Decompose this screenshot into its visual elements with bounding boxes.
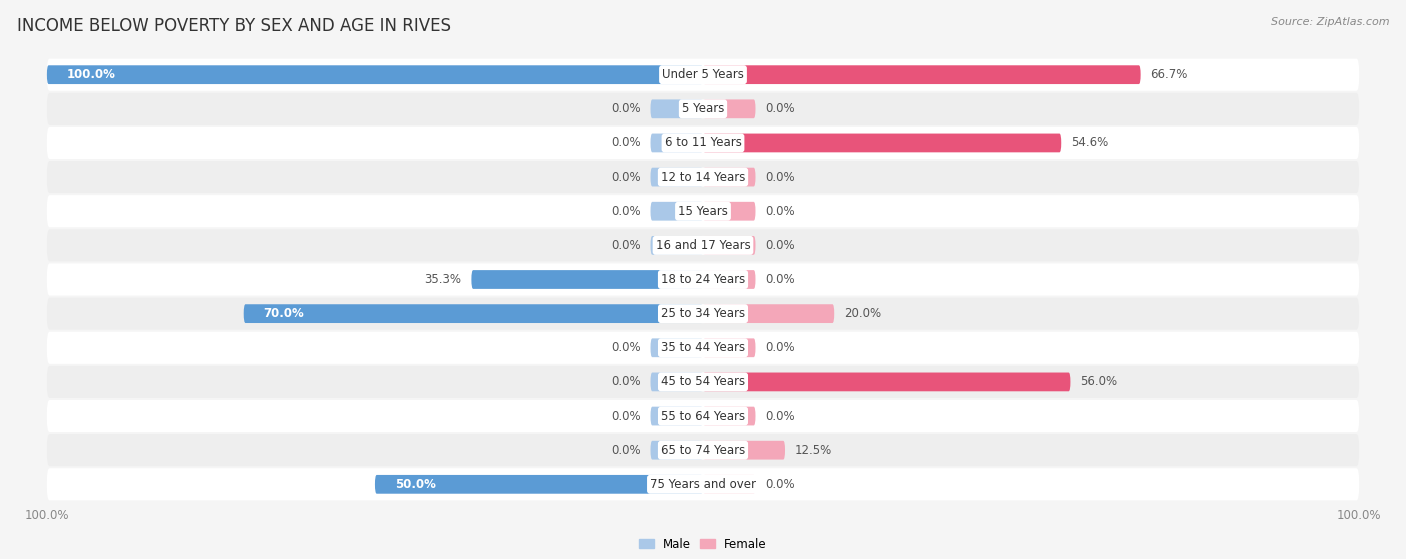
FancyBboxPatch shape — [46, 366, 1360, 398]
Text: 0.0%: 0.0% — [612, 136, 641, 149]
Text: 0.0%: 0.0% — [612, 205, 641, 217]
Text: 16 and 17 Years: 16 and 17 Years — [655, 239, 751, 252]
FancyBboxPatch shape — [375, 475, 703, 494]
Text: 0.0%: 0.0% — [612, 170, 641, 183]
Text: 0.0%: 0.0% — [765, 239, 794, 252]
FancyBboxPatch shape — [703, 475, 755, 494]
FancyBboxPatch shape — [651, 134, 703, 153]
FancyBboxPatch shape — [46, 468, 1360, 500]
FancyBboxPatch shape — [651, 338, 703, 357]
Text: 0.0%: 0.0% — [765, 102, 794, 115]
Text: 25 to 34 Years: 25 to 34 Years — [661, 307, 745, 320]
Text: 0.0%: 0.0% — [765, 478, 794, 491]
Text: 12.5%: 12.5% — [794, 444, 832, 457]
Text: 0.0%: 0.0% — [612, 410, 641, 423]
FancyBboxPatch shape — [46, 65, 703, 84]
FancyBboxPatch shape — [651, 168, 703, 187]
Text: INCOME BELOW POVERTY BY SEX AND AGE IN RIVES: INCOME BELOW POVERTY BY SEX AND AGE IN R… — [17, 17, 451, 35]
Text: 0.0%: 0.0% — [612, 342, 641, 354]
Text: 35 to 44 Years: 35 to 44 Years — [661, 342, 745, 354]
Text: 35.3%: 35.3% — [425, 273, 461, 286]
Text: 0.0%: 0.0% — [765, 170, 794, 183]
FancyBboxPatch shape — [651, 441, 703, 459]
Text: 0.0%: 0.0% — [612, 376, 641, 389]
Text: Under 5 Years: Under 5 Years — [662, 68, 744, 81]
Text: 0.0%: 0.0% — [765, 205, 794, 217]
Text: 70.0%: 70.0% — [263, 307, 304, 320]
FancyBboxPatch shape — [651, 202, 703, 221]
FancyBboxPatch shape — [651, 406, 703, 425]
FancyBboxPatch shape — [46, 297, 1360, 330]
Text: 0.0%: 0.0% — [765, 410, 794, 423]
Text: 100.0%: 100.0% — [66, 68, 115, 81]
Text: 75 Years and over: 75 Years and over — [650, 478, 756, 491]
Text: 54.6%: 54.6% — [1071, 136, 1108, 149]
FancyBboxPatch shape — [703, 202, 755, 221]
FancyBboxPatch shape — [46, 161, 1360, 193]
Text: 0.0%: 0.0% — [612, 444, 641, 457]
FancyBboxPatch shape — [703, 134, 1062, 153]
Text: 66.7%: 66.7% — [1150, 68, 1188, 81]
Text: 12 to 14 Years: 12 to 14 Years — [661, 170, 745, 183]
Text: 45 to 54 Years: 45 to 54 Years — [661, 376, 745, 389]
FancyBboxPatch shape — [703, 65, 1140, 84]
FancyBboxPatch shape — [46, 263, 1360, 296]
FancyBboxPatch shape — [243, 304, 703, 323]
FancyBboxPatch shape — [703, 304, 834, 323]
Text: 50.0%: 50.0% — [395, 478, 436, 491]
Text: 65 to 74 Years: 65 to 74 Years — [661, 444, 745, 457]
FancyBboxPatch shape — [703, 338, 755, 357]
FancyBboxPatch shape — [703, 406, 755, 425]
Text: 0.0%: 0.0% — [612, 239, 641, 252]
FancyBboxPatch shape — [703, 236, 755, 255]
FancyBboxPatch shape — [703, 441, 785, 459]
FancyBboxPatch shape — [46, 59, 1360, 91]
FancyBboxPatch shape — [471, 270, 703, 289]
FancyBboxPatch shape — [46, 195, 1360, 228]
FancyBboxPatch shape — [703, 100, 755, 118]
Text: 56.0%: 56.0% — [1080, 376, 1118, 389]
FancyBboxPatch shape — [651, 372, 703, 391]
FancyBboxPatch shape — [703, 270, 755, 289]
Text: 0.0%: 0.0% — [765, 342, 794, 354]
FancyBboxPatch shape — [703, 168, 755, 187]
Legend: Male, Female: Male, Female — [634, 533, 772, 555]
Text: 18 to 24 Years: 18 to 24 Years — [661, 273, 745, 286]
FancyBboxPatch shape — [651, 236, 703, 255]
Text: 55 to 64 Years: 55 to 64 Years — [661, 410, 745, 423]
FancyBboxPatch shape — [46, 127, 1360, 159]
FancyBboxPatch shape — [46, 434, 1360, 466]
FancyBboxPatch shape — [46, 400, 1360, 432]
FancyBboxPatch shape — [46, 229, 1360, 262]
FancyBboxPatch shape — [703, 372, 1070, 391]
Text: 5 Years: 5 Years — [682, 102, 724, 115]
Text: 20.0%: 20.0% — [844, 307, 882, 320]
Text: Source: ZipAtlas.com: Source: ZipAtlas.com — [1271, 17, 1389, 27]
FancyBboxPatch shape — [651, 100, 703, 118]
FancyBboxPatch shape — [46, 331, 1360, 364]
FancyBboxPatch shape — [46, 93, 1360, 125]
Text: 6 to 11 Years: 6 to 11 Years — [665, 136, 741, 149]
Text: 0.0%: 0.0% — [765, 273, 794, 286]
Text: 0.0%: 0.0% — [612, 102, 641, 115]
Text: 15 Years: 15 Years — [678, 205, 728, 217]
